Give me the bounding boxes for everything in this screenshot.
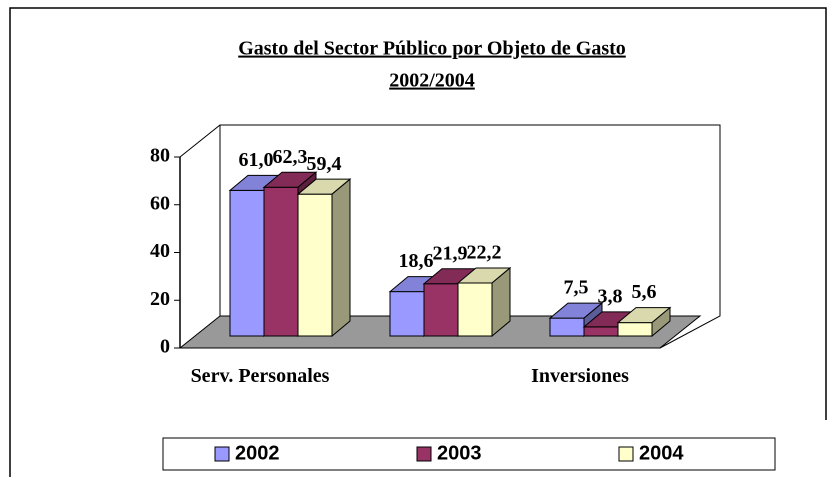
y-tick-label: 80	[150, 145, 170, 167]
value-label: 59,4	[307, 153, 342, 175]
value-label: 18,6	[399, 250, 434, 272]
x-tick-label: Inversiones	[531, 365, 629, 387]
legend	[162, 437, 776, 471]
back-wall	[179, 124, 721, 349]
chart-title: Gasto del Sector Público por Objeto de G…	[238, 38, 626, 60]
bar-front	[229, 189, 265, 337]
frame	[9, 7, 827, 477]
legend-label: 2003	[437, 442, 482, 464]
value-label: 5,6	[632, 281, 657, 303]
y-tick-label: 40	[150, 240, 170, 262]
bar-side	[651, 306, 671, 338]
x-tick-label: Serv. Personales	[190, 365, 330, 387]
legend-label: 2004	[639, 442, 684, 464]
value-label: 7,5	[564, 277, 589, 299]
bar-front	[583, 326, 619, 337]
bar-front	[457, 282, 493, 337]
chart-subtitle: 2002/2004	[389, 70, 475, 92]
y-tick-label: 0	[160, 336, 170, 358]
y-tick-label: 60	[150, 192, 170, 214]
bar-side	[331, 178, 351, 338]
value-label: 3,8	[598, 286, 623, 308]
legend-label: 2002	[235, 442, 280, 464]
legend-swatch	[618, 446, 634, 462]
value-label: 21,9	[433, 242, 468, 264]
bar-front	[297, 193, 333, 337]
bar-front	[263, 186, 299, 337]
bar-front	[423, 283, 459, 337]
bar-front	[389, 291, 425, 337]
value-label: 62,3	[273, 146, 308, 168]
bar-side	[491, 266, 511, 338]
value-label: 22,2	[467, 242, 502, 264]
y-tick-label: 20	[150, 288, 170, 310]
bar-front	[617, 322, 653, 337]
value-label: 61,0	[239, 149, 274, 171]
legend-swatch	[214, 446, 230, 462]
bar-front	[549, 317, 585, 337]
legend-swatch	[416, 446, 432, 462]
